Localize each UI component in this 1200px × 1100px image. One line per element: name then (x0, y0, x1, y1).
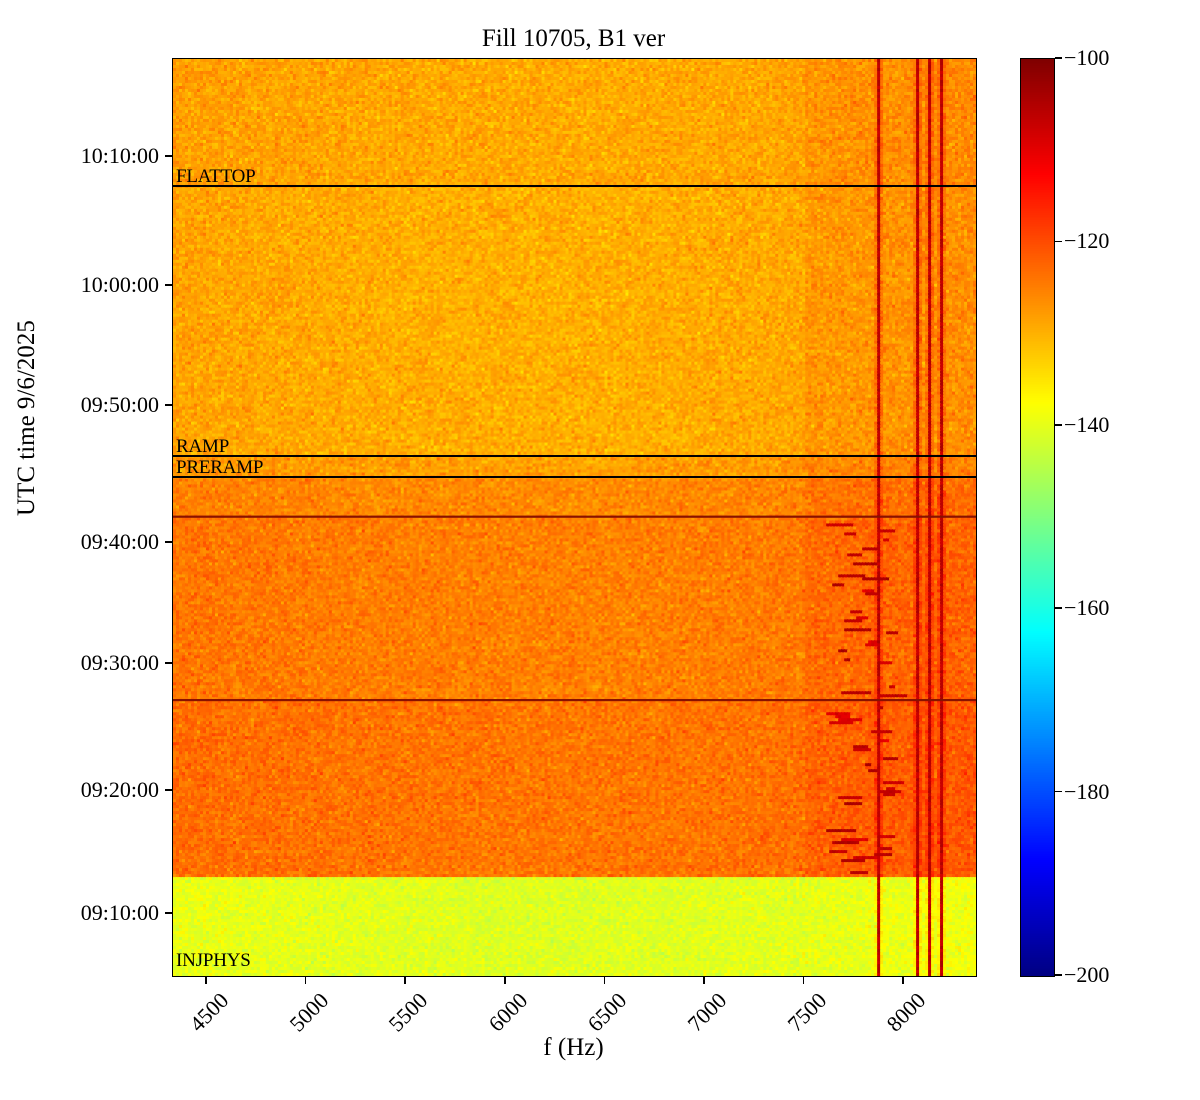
colorbar-tick-mark (1054, 57, 1062, 59)
y-tick-label: 09:20:00 (80, 777, 159, 802)
y-tick-mark (165, 404, 172, 406)
y-tick-label: 09:50:00 (80, 392, 159, 417)
x-tick-mark (503, 976, 506, 984)
spectrogram-heatmap (173, 59, 976, 976)
y-tick-label: 09:40:00 (80, 529, 159, 554)
state-boundary-line (173, 184, 976, 188)
x-tick-label: 4500 (184, 987, 234, 1037)
page-title: Fill 10705, B1 ver (481, 25, 666, 52)
y-tick-mark (165, 541, 172, 543)
y-tick-mark (165, 155, 172, 157)
x-tick-mark (205, 976, 207, 984)
y-tick-mark (165, 662, 172, 664)
y-tick-label: 09:10:00 (80, 900, 159, 925)
state-label-preramp: PRERAMP (176, 457, 264, 479)
y-tick-label: 10:10:00 (80, 143, 159, 168)
y-tick-mark (165, 912, 172, 914)
y-tick-label: 10:00:00 (80, 272, 159, 297)
state-label-ramp: RAMP (176, 436, 230, 458)
y-tick-label: 09:30:00 (80, 650, 159, 675)
colorbar-tick-label: −120 (1064, 228, 1110, 254)
heatmap-plot-area: FLATTOP RAMP PRERAMP INJPHYS (172, 58, 977, 977)
colorbar-gradient (1021, 59, 1054, 976)
y-tick-mark (165, 789, 172, 791)
y-tick-mark (165, 284, 172, 286)
colorbar-tick-mark (1054, 790, 1062, 793)
state-boundary-line (173, 475, 976, 479)
colorbar-tick-label: −160 (1064, 595, 1110, 621)
x-axis-title: f (Hz) (543, 1034, 604, 1061)
y-axis-title: UTC time 9/6/2025 (13, 320, 40, 516)
colorbar (1020, 58, 1055, 977)
colorbar-tick-mark (1054, 240, 1062, 243)
x-tick-label: 6500 (582, 987, 632, 1037)
state-label-injphys: INJPHYS (176, 950, 251, 972)
colorbar-tick-label: −180 (1064, 778, 1110, 804)
x-tick-mark (304, 976, 307, 984)
x-tick-mark (902, 976, 905, 984)
colorbar-tick-label: −100 (1064, 45, 1110, 70)
x-tick-label: 7000 (682, 987, 732, 1037)
x-tick-mark (603, 976, 606, 984)
colorbar-tick-label: −140 (1064, 411, 1110, 437)
x-tick-label: 5000 (283, 987, 333, 1037)
x-tick-label: 7500 (782, 987, 831, 1037)
state-label-flattop: FLATTOP (176, 166, 256, 187)
x-tick-mark (404, 976, 406, 984)
x-tick-label: 8000 (881, 987, 931, 1037)
x-tick-label: 5500 (383, 987, 433, 1037)
colorbar-tick-mark (1054, 607, 1062, 609)
x-tick-mark (802, 976, 805, 984)
x-tick-label: 6000 (483, 987, 533, 1037)
x-tick-mark (703, 976, 705, 984)
colorbar-tick-mark (1054, 424, 1062, 426)
state-boundary-line (173, 454, 976, 458)
colorbar-tick-label: −200 (1064, 962, 1110, 987)
colorbar-tick-mark (1054, 974, 1062, 976)
